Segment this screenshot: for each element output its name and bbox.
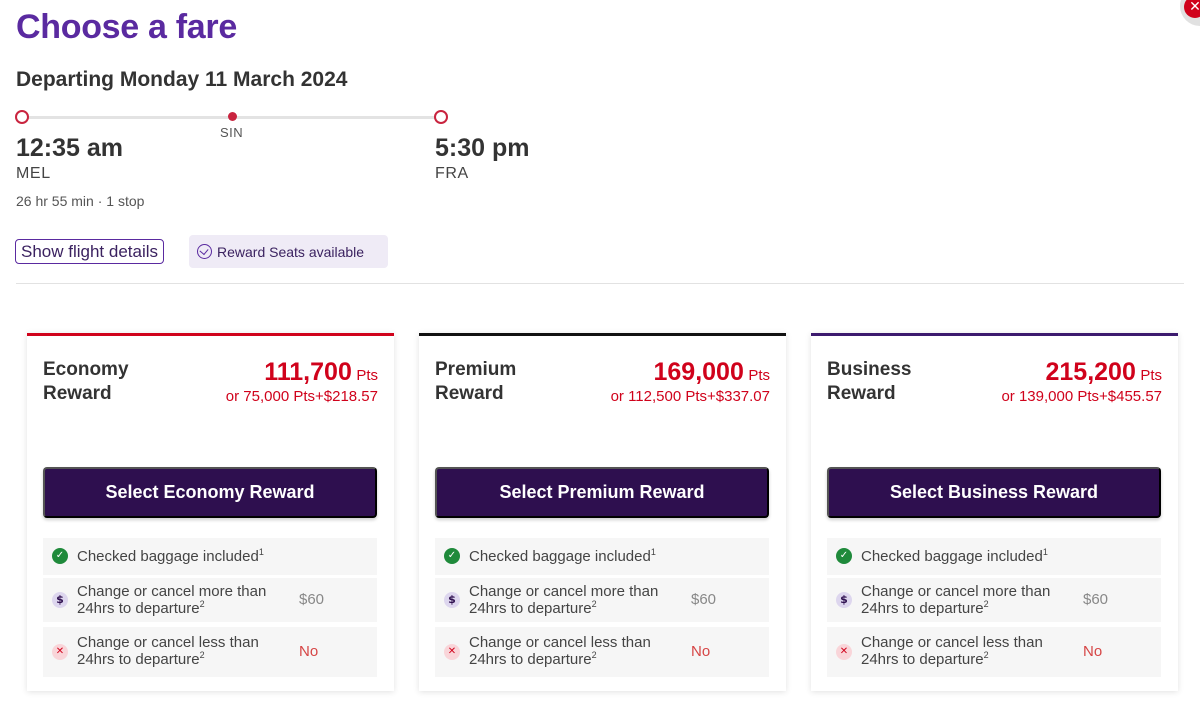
feature-change-less-24h: ✕ Change or cancel less than 24hrs to de… [435,627,769,677]
footnote-marker: 2 [591,650,597,660]
page-title: Choose a fare [16,8,237,46]
feature-baggage: ✓ Checked baggage included1 [435,538,769,575]
footnote-marker: 2 [199,650,205,660]
feature-label: Checked baggage included [77,548,259,565]
feature-change-more-24h: $ Change or cancel more than 24hrs to de… [827,578,1161,622]
close-icon: ✕ [1184,0,1200,18]
departure-airport: MEL [16,165,51,182]
fare-price: 215,200 Pts or 139,000 Pts+$455.57 [1001,358,1162,405]
fare-alt-price: or 139,000 Pts+$455.57 [1001,388,1162,405]
x-circle-icon: ✕ [444,644,460,660]
feature-value: $60 [1083,591,1109,608]
feature-change-less-24h: ✕ Change or cancel less than 24hrs to de… [43,627,377,677]
feature-change-more-24h: $ Change or cancel more than 24hrs to de… [43,578,377,622]
x-circle-icon: ✕ [836,644,852,660]
feature-value: No [1083,643,1103,660]
fare-points-unit: Pts [356,367,378,384]
check-circle-icon: ✓ [836,548,852,564]
x-circle-icon: ✕ [52,644,68,660]
feature-label: Change or cancel less than 24hrs to depa… [469,634,651,668]
feature-label: Change or cancel less than 24hrs to depa… [77,634,259,668]
check-circle-icon: ✓ [52,548,68,564]
fare-alt-price: or 112,500 Pts+$337.07 [610,388,770,405]
feature-value: $60 [691,591,717,608]
feature-label: Change or cancel less than 24hrs to depa… [861,634,1043,668]
fare-price: 169,000 Pts or 112,500 Pts+$337.07 [611,358,770,405]
reward-seats-label: Reward Seats available [217,243,365,260]
fare-points-unit: Pts [1140,367,1162,384]
fare-points: 215,200 [1045,358,1136,386]
fare-card-economy: Economy Reward 111,700 Pts or 75,000 Pts… [27,333,394,691]
feature-label: Checked baggage included [861,548,1043,565]
reward-seat-icon [197,244,212,259]
fare-card-business: Business Reward 215,200 Pts or 139,000 P… [811,333,1178,691]
select-economy-reward-button[interactable]: Select Economy Reward [43,467,377,518]
feature-label: Change or cancel more than 24hrs to depa… [469,583,659,617]
footnote-marker: 1 [650,547,656,557]
show-flight-details-button[interactable]: Show flight details [15,239,165,264]
fare-name: Business Reward [827,359,912,404]
dollar-icon: $ [444,592,460,608]
dollar-icon: $ [836,592,852,608]
fare-price: 111,700 Pts or 75,000 Pts+$218.57 [226,358,378,405]
arrival-airport: FRA [435,165,469,182]
stopover-marker-icon [228,112,237,121]
fare-card-premium: Premium Reward 169,000 Pts or 112,500 Pt… [419,333,786,691]
arrival-time: 5:30 pm [435,134,530,162]
footnote-marker: 1 [1042,547,1048,557]
check-circle-icon: ✓ [444,548,460,564]
feature-label: Change or cancel more than 24hrs to depa… [861,583,1051,617]
departure-time: 12:35 am [16,134,124,162]
footnote-marker: 2 [591,599,597,609]
footnote-marker: 2 [199,599,205,609]
divider [16,283,1184,284]
origin-marker-icon [15,110,29,124]
select-business-reward-button[interactable]: Select Business Reward [827,467,1161,518]
feature-value: $60 [299,591,325,608]
dollar-icon: $ [52,592,68,608]
departing-date: Departing Monday 11 March 2024 [16,68,348,91]
feature-baggage: ✓ Checked baggage included1 [827,538,1161,575]
close-button[interactable]: ✕ [1180,0,1200,26]
fare-name: Economy Reward [43,359,129,404]
feature-label: Checked baggage included [469,548,651,565]
feature-baggage: ✓ Checked baggage included1 [43,538,377,575]
fare-alt-price: or 75,000 Pts+$218.57 [225,388,378,405]
feature-value: No [691,643,711,660]
fare-points-unit: Pts [748,367,770,384]
feature-label: Change or cancel more than 24hrs to depa… [77,583,267,617]
footnote-marker: 2 [983,599,989,609]
fare-name: Premium Reward [435,359,517,404]
feature-change-more-24h: $ Change or cancel more than 24hrs to de… [435,578,769,622]
reward-seats-badge: Reward Seats available [189,235,388,268]
footnote-marker: 1 [258,547,264,557]
fare-points: 111,700 [264,358,352,386]
select-premium-reward-button[interactable]: Select Premium Reward [435,467,769,518]
fare-points: 169,000 [653,358,744,386]
feature-change-less-24h: ✕ Change or cancel less than 24hrs to de… [827,627,1161,677]
flight-duration: 26 hr 55 min · 1 stop [16,193,145,209]
feature-value: No [299,643,319,660]
destination-marker-icon [434,110,448,124]
footnote-marker: 2 [983,650,989,660]
stopover-code: SIN [220,125,244,140]
